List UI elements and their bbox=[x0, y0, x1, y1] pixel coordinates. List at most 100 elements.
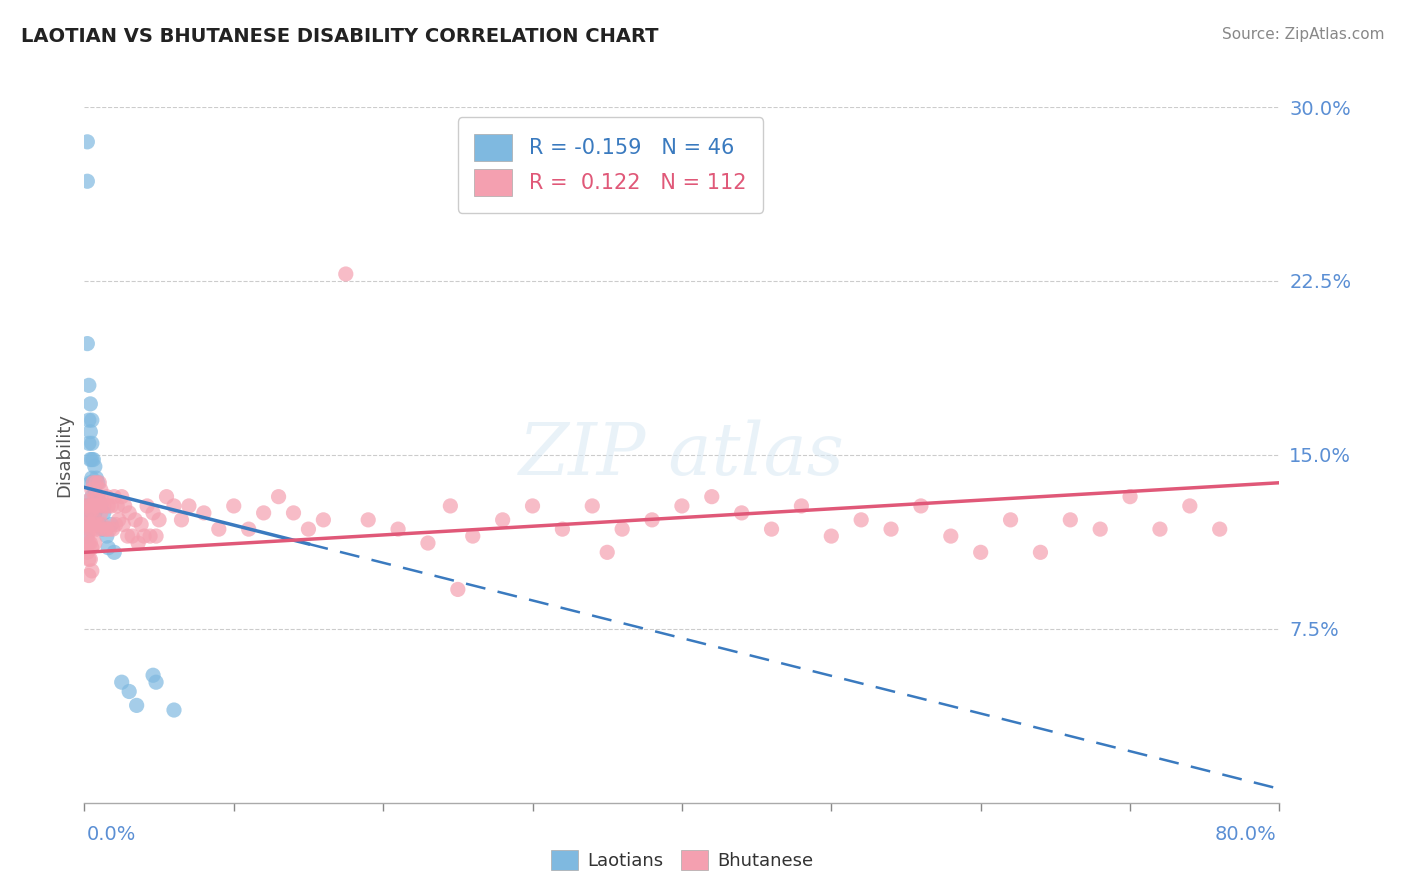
Point bbox=[75, 513, 97, 527]
Point bbox=[80, 452, 103, 467]
Point bbox=[75, 517, 97, 532]
Point bbox=[80, 503, 103, 517]
Point bbox=[1149, 522, 1171, 536]
Point bbox=[86, 499, 108, 513]
Point bbox=[447, 582, 470, 597]
Point bbox=[492, 513, 515, 527]
Text: Source: ZipAtlas.com: Source: ZipAtlas.com bbox=[1222, 27, 1385, 42]
Point bbox=[87, 517, 110, 532]
Point bbox=[80, 490, 103, 504]
Point bbox=[79, 536, 101, 550]
Point bbox=[267, 490, 290, 504]
Point bbox=[83, 506, 105, 520]
Point bbox=[283, 506, 305, 520]
Point bbox=[79, 475, 101, 490]
Point bbox=[89, 494, 111, 508]
Point bbox=[79, 452, 101, 467]
Point bbox=[77, 517, 100, 532]
Point bbox=[80, 506, 103, 520]
Point bbox=[87, 475, 110, 490]
Point bbox=[79, 517, 101, 532]
Point bbox=[97, 541, 120, 555]
Point bbox=[82, 499, 104, 513]
Text: 80.0%: 80.0% bbox=[1215, 825, 1277, 844]
Point bbox=[104, 517, 127, 532]
Point bbox=[77, 506, 100, 520]
Point bbox=[596, 545, 619, 559]
Point bbox=[439, 499, 461, 513]
Point bbox=[76, 545, 98, 559]
Point bbox=[177, 499, 200, 513]
Point bbox=[96, 522, 118, 536]
Point bbox=[155, 490, 177, 504]
Point bbox=[163, 703, 186, 717]
Point bbox=[89, 522, 111, 536]
Point bbox=[880, 522, 903, 536]
Point bbox=[297, 522, 319, 536]
Point bbox=[105, 499, 128, 513]
Point bbox=[83, 513, 105, 527]
Point bbox=[80, 471, 103, 485]
Point bbox=[253, 506, 276, 520]
Point bbox=[93, 506, 115, 520]
Point bbox=[970, 545, 993, 559]
Point bbox=[125, 698, 148, 713]
Point bbox=[89, 517, 111, 532]
Point bbox=[107, 513, 129, 527]
Point bbox=[80, 483, 103, 497]
Point bbox=[77, 568, 100, 582]
Point bbox=[357, 513, 380, 527]
Point bbox=[112, 517, 135, 532]
Point bbox=[731, 506, 754, 520]
Point bbox=[522, 499, 544, 513]
Point bbox=[97, 499, 120, 513]
Point bbox=[820, 529, 842, 543]
Point bbox=[96, 490, 118, 504]
Point bbox=[91, 517, 114, 532]
Point bbox=[238, 522, 260, 536]
Point bbox=[86, 494, 108, 508]
Point bbox=[641, 513, 664, 527]
Point bbox=[100, 517, 122, 532]
Point bbox=[76, 174, 98, 188]
Point bbox=[83, 459, 105, 474]
Point bbox=[75, 541, 97, 555]
Point bbox=[79, 499, 101, 513]
Point bbox=[77, 536, 100, 550]
Point bbox=[124, 513, 146, 527]
Y-axis label: Disability: Disability bbox=[55, 413, 73, 497]
Point bbox=[581, 499, 603, 513]
Point bbox=[312, 513, 335, 527]
Point bbox=[148, 513, 170, 527]
Point bbox=[790, 499, 813, 513]
Point bbox=[82, 499, 104, 513]
Point bbox=[76, 336, 98, 351]
Point bbox=[118, 506, 141, 520]
Point bbox=[86, 471, 108, 485]
Point bbox=[82, 475, 104, 490]
Point bbox=[77, 378, 100, 392]
Point bbox=[142, 506, 165, 520]
Point bbox=[77, 552, 100, 566]
Point bbox=[80, 413, 103, 427]
Point bbox=[461, 529, 484, 543]
Point bbox=[163, 499, 186, 513]
Point bbox=[610, 522, 633, 536]
Point bbox=[83, 536, 105, 550]
Point bbox=[1208, 522, 1232, 536]
Point bbox=[136, 499, 159, 513]
Point bbox=[939, 529, 962, 543]
Point bbox=[90, 506, 112, 520]
Point bbox=[100, 499, 122, 513]
Point bbox=[1178, 499, 1201, 513]
Point bbox=[90, 483, 112, 497]
Point bbox=[101, 522, 124, 536]
Point bbox=[86, 475, 108, 490]
Point bbox=[1119, 490, 1142, 504]
Point bbox=[142, 668, 165, 682]
Point bbox=[208, 522, 231, 536]
Point bbox=[910, 499, 932, 513]
Point bbox=[75, 529, 97, 543]
Point bbox=[76, 513, 98, 527]
Point bbox=[87, 490, 110, 504]
